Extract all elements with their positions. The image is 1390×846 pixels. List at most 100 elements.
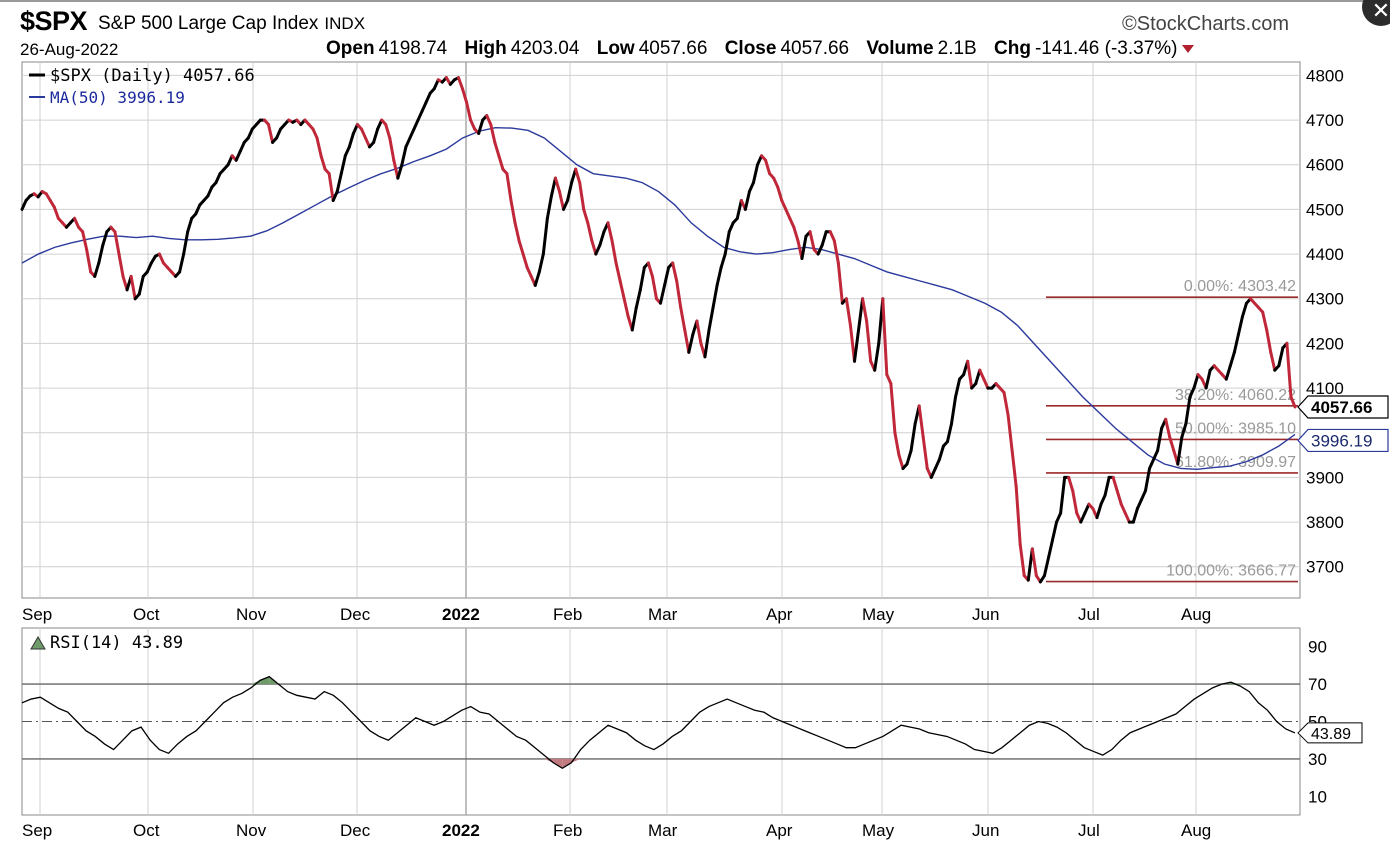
rsi-oversold-fill — [562, 758, 572, 769]
price-segment — [549, 176, 557, 198]
price-segment — [929, 466, 937, 479]
brand-logo[interactable]: ©StockCharts.com — [1122, 13, 1290, 35]
price-segment — [517, 239, 525, 256]
price-segment — [117, 252, 125, 278]
price-segment — [885, 373, 893, 386]
symbol-title: $SPX — [20, 6, 88, 36]
price-segment — [954, 377, 962, 399]
price-segment — [545, 194, 553, 220]
rsi-x-tick-label: Aug — [1181, 821, 1211, 840]
price-segment — [505, 172, 513, 202]
price-x-tick-label: Mar — [648, 605, 678, 624]
close-value: 4057.66 — [780, 38, 850, 59]
price-segment — [1139, 489, 1147, 502]
rsi-oversold-fill — [544, 758, 554, 763]
close-icon[interactable]: ✕ — [1362, 0, 1390, 26]
window-top-border — [0, 0, 1390, 2]
rsi-x-tick-label: Feb — [553, 821, 582, 840]
price-segment — [1232, 332, 1240, 354]
fib-level-label: 38.20%: 4060.22 — [1175, 387, 1296, 404]
price-segment — [347, 131, 355, 149]
rsi-x-tick-label: Apr — [766, 821, 793, 840]
price-segment — [1067, 475, 1075, 493]
price-segment — [1051, 520, 1059, 542]
price-segment — [1131, 507, 1139, 524]
price-x-tick-label: May — [862, 605, 895, 624]
price-segment — [909, 422, 917, 453]
volume-value: 2.1B — [937, 38, 977, 59]
price-segment — [1224, 364, 1232, 381]
price-segment — [937, 444, 945, 462]
price-segment — [659, 283, 667, 305]
price-segment — [707, 306, 715, 332]
price-segment — [359, 127, 368, 140]
price-segment — [1204, 368, 1212, 390]
rsi-y-tick-label: 10 — [1308, 787, 1327, 806]
price-segment — [974, 368, 982, 386]
price-segment — [857, 297, 865, 332]
price-segment — [456, 76, 464, 91]
price-segment — [663, 265, 671, 287]
price-segment — [521, 252, 529, 269]
price-segment — [1192, 373, 1200, 390]
high-value: 4203.04 — [510, 38, 580, 59]
price-segment — [331, 190, 339, 202]
close-value-marker — [1297, 395, 1389, 419]
price-segment — [945, 422, 953, 444]
price-segment — [1269, 350, 1277, 372]
price-segment — [1228, 350, 1236, 368]
price-y-tick-label: 4500 — [1306, 200, 1344, 219]
price-segment — [671, 261, 679, 283]
price-segment — [553, 176, 561, 194]
price-segment — [497, 154, 505, 171]
price-segment — [1152, 449, 1160, 462]
price-segment — [982, 377, 990, 390]
price-y-tick-label: 4200 — [1306, 334, 1344, 353]
price-segment — [933, 458, 941, 470]
price-segment — [1046, 538, 1055, 560]
rsi-x-tick-label: Nov — [236, 821, 267, 840]
price-segment — [1103, 475, 1111, 497]
price-y-tick-label: 4600 — [1306, 156, 1344, 175]
price-segment — [820, 230, 828, 247]
price-segment — [339, 154, 347, 176]
quote-date: 26-Aug-2022 — [20, 40, 119, 59]
price-segment — [606, 221, 614, 243]
price-segment — [598, 230, 606, 247]
rsi-oversold-fill — [553, 758, 563, 769]
price-segment — [477, 118, 485, 135]
price-segment — [590, 239, 598, 256]
price-segment — [513, 221, 521, 243]
price-segment — [784, 207, 792, 220]
price-segment — [319, 154, 327, 171]
price-segment — [416, 109, 424, 122]
price-segment — [788, 216, 796, 229]
price-segment — [137, 274, 145, 296]
price-segment — [1261, 310, 1269, 332]
price-segment — [1188, 386, 1196, 399]
price-segment — [808, 230, 816, 252]
security-name-text: S&P 500 Large Cap Index — [98, 13, 319, 34]
rsi-y-tick-label: 70 — [1308, 675, 1327, 694]
fib-level-label: 0.00%: 4303.42 — [1184, 278, 1296, 295]
price-segment — [73, 216, 81, 229]
price-segment — [578, 181, 586, 211]
price-segment — [85, 248, 93, 274]
price-segment — [853, 328, 861, 363]
price-segment — [1277, 346, 1285, 368]
price-segment — [186, 216, 194, 234]
price-segment — [562, 198, 570, 211]
price-segment — [897, 453, 905, 470]
price-segment — [1285, 341, 1293, 399]
price-segment — [574, 167, 582, 185]
price-series-group — [20, 76, 1297, 584]
price-segment — [214, 172, 222, 185]
price-segment — [610, 239, 618, 265]
price-segment — [772, 176, 780, 189]
price-segment — [412, 118, 420, 131]
price-y-tick-label: 4100 — [1306, 379, 1344, 398]
rsi-value-marker — [1297, 722, 1363, 744]
price-segment — [81, 230, 89, 252]
price-segment — [881, 297, 889, 377]
